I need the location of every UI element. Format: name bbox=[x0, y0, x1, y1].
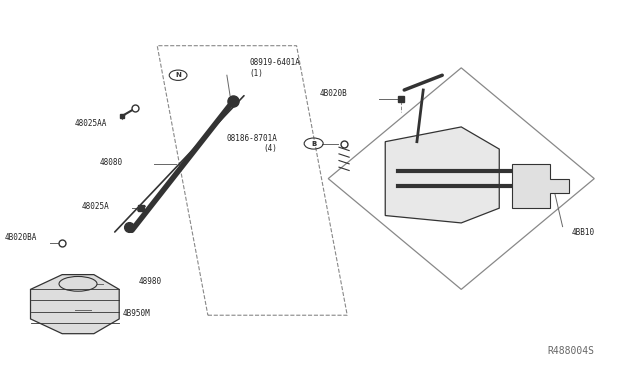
Text: 4B950M: 4B950M bbox=[122, 309, 150, 318]
Polygon shape bbox=[512, 164, 569, 208]
Text: 48980: 48980 bbox=[138, 278, 161, 286]
Text: 4B020BA: 4B020BA bbox=[5, 233, 37, 242]
Text: N: N bbox=[175, 72, 181, 78]
Ellipse shape bbox=[59, 276, 97, 291]
Text: 08919-6401A
(1): 08919-6401A (1) bbox=[249, 58, 300, 77]
Text: 48080: 48080 bbox=[99, 157, 122, 167]
Text: 08186-8701A
(4): 08186-8701A (4) bbox=[227, 134, 278, 153]
Text: B: B bbox=[311, 141, 316, 147]
Text: 48025A: 48025A bbox=[82, 202, 109, 211]
Text: R488004S: R488004S bbox=[547, 346, 595, 356]
Text: 4BB10: 4BB10 bbox=[572, 228, 595, 237]
Text: 4B020B: 4B020B bbox=[319, 89, 348, 98]
Polygon shape bbox=[385, 127, 499, 223]
Text: 48025AA: 48025AA bbox=[74, 119, 107, 128]
Polygon shape bbox=[31, 275, 119, 334]
